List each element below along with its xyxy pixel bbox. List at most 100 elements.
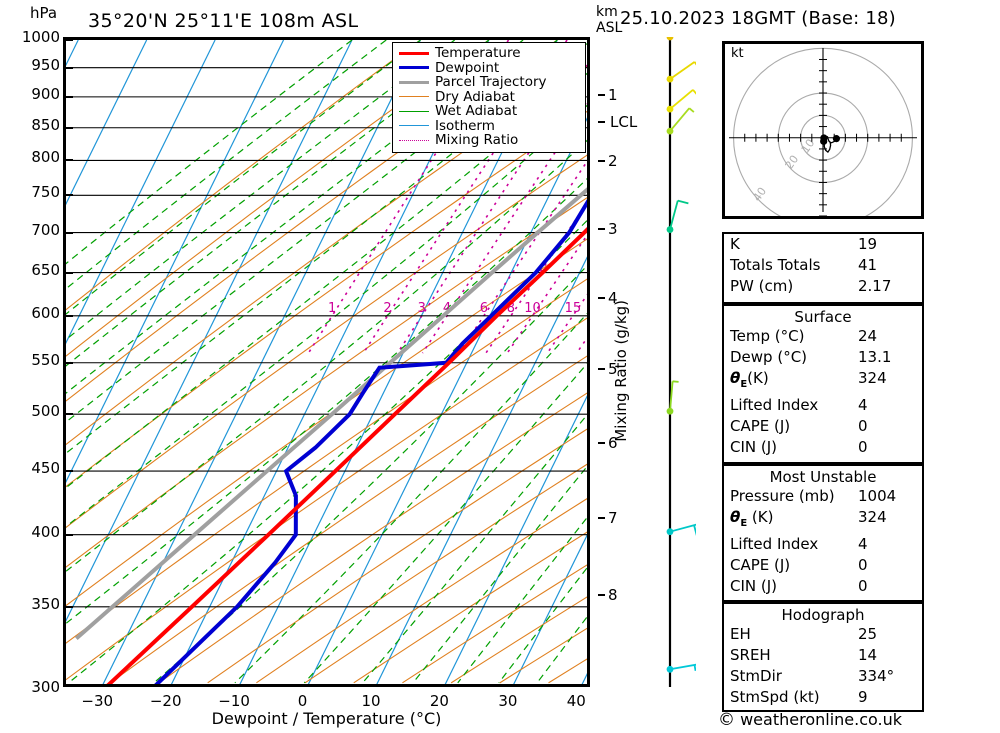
most-unstable-panel: Most Unstable Pressure (mb) 1004 θE (K) 324 L…: [722, 464, 924, 602]
data-row-label-text: (K): [747, 369, 769, 387]
dry-adiabat-line: [66, 110, 587, 488]
dry-adiabat-line: [66, 40, 421, 311]
legend-swatch: [399, 80, 429, 84]
wet-adiabat-line: [66, 178, 587, 625]
data-row: StmDir 334°: [724, 666, 922, 687]
data-row-label: K: [730, 235, 740, 253]
pressure-tick-label: 550: [31, 350, 60, 369]
data-row: SREH 14: [724, 645, 922, 666]
legend-item: Dewpoint: [397, 61, 581, 76]
legend-item: Wet Adiabat: [397, 104, 581, 119]
isotherm-line: [513, 534, 587, 684]
pressure-tick-label: 900: [31, 84, 60, 103]
mixing-ratio-label: 3: [418, 301, 426, 316]
data-row: PW (cm) 2.17: [724, 276, 922, 297]
data-row-label: StmSpd (kt): [730, 688, 820, 706]
wet-adiabat-line: [66, 40, 353, 265]
pressure-tick: [66, 470, 73, 473]
altitude-tick: [598, 368, 605, 371]
panel-heading: Most Unstable: [769, 468, 877, 486]
isotherm-line: [376, 256, 587, 684]
isotherm-line: [66, 40, 353, 622]
legend-swatch: [399, 125, 429, 127]
pressure-tick: [66, 194, 73, 197]
legend-item: Dry Adiabat: [397, 90, 581, 105]
data-row: Pressure (mb) 1004: [724, 486, 922, 507]
altitude-tick-label: 1: [608, 85, 618, 104]
pressure-tick: [66, 231, 73, 234]
altitude-tick-label: 8: [608, 585, 618, 604]
data-row-label: PW (cm): [730, 277, 794, 295]
wind-barb: [666, 380, 679, 415]
station-title: 35°20'N 25°11'E 108m ASL: [88, 10, 359, 32]
legend-item: Isotherm: [397, 119, 581, 134]
legend-label: Dewpoint: [435, 59, 500, 76]
theta-e-symbol: θE: [730, 369, 748, 390]
wet-adiabat-line: [412, 465, 587, 684]
pressure-tick: [66, 605, 73, 608]
data-row-value: 41: [858, 256, 878, 274]
data-row: Lifted Index 4: [724, 534, 922, 555]
data-row: K 19: [724, 234, 922, 255]
altitude-tick: [598, 159, 605, 162]
pressure-tick: [66, 533, 73, 536]
isotherm-line: [66, 40, 285, 483]
data-row: CIN (J) 0: [724, 576, 922, 597]
mixing-ratio-label: 1: [328, 301, 336, 316]
chart-legend: Temperature Dewpoint Parcel Trajectory Dry …: [392, 42, 586, 153]
pressure-tick: [66, 40, 73, 41]
temperature-tick-label: −20: [149, 692, 182, 710]
isotherm-line: [66, 40, 148, 206]
data-row-value: 4: [858, 535, 868, 553]
data-row-label: θE (K): [730, 507, 858, 534]
temperature-tick-label: 20: [429, 692, 449, 710]
data-row-label: CIN (J): [730, 438, 778, 456]
hodograph-marker: [820, 137, 828, 145]
data-row-value: 1004: [858, 487, 897, 505]
wind-barb: [666, 21, 703, 41]
wet-adiabat-line: [66, 139, 587, 572]
legend-item: Parcel Trajectory: [397, 75, 581, 90]
temperature-tick-label: 0: [297, 692, 308, 710]
pressure-tick: [66, 413, 73, 416]
pressure-tick-label: 600: [31, 303, 60, 322]
altitude-unit-label: km: [596, 4, 618, 20]
data-row: θE(K) 324: [724, 368, 922, 395]
forecast-datetime: 25.10.2023 18GMT (Base: 18): [620, 8, 896, 29]
data-row-value: 0: [858, 577, 868, 595]
lcl-label: LCL: [610, 112, 638, 131]
panel-heading: Hodograph: [781, 606, 865, 624]
wet-adiabat-line: [68, 219, 587, 684]
hodograph-ring-label: 40: [750, 185, 769, 204]
dry-adiabat-line: [66, 197, 587, 568]
data-row-value: 19: [858, 235, 878, 253]
data-row-value: 324: [858, 508, 887, 526]
data-row-value: 24: [858, 327, 878, 345]
wind-barb: [666, 107, 695, 135]
pressure-tick: [66, 271, 73, 274]
data-row: Totals Totals 41: [724, 255, 922, 276]
isotherm-line: [66, 40, 216, 345]
altitude-tick-label: 5: [608, 360, 618, 379]
wet-adiabat-line: [66, 40, 421, 315]
data-row-label: CAPE (J): [730, 556, 791, 574]
data-row: Dewp (°C) 13.1: [724, 347, 922, 368]
pressure-tick-label: 950: [31, 55, 60, 74]
legend-swatch: [399, 51, 429, 55]
data-row-label: Dewp (°C): [730, 348, 808, 366]
data-row-label: θE(K): [730, 368, 858, 395]
pressure-tick-label: 850: [31, 115, 60, 134]
legend-swatch: [399, 66, 429, 70]
dewpoint-curve: [154, 199, 587, 684]
temperature-tick-label: 30: [498, 692, 518, 710]
temperature-axis: −30 −20 −10 0 10 20 30 40: [63, 690, 590, 712]
data-row-value: 324: [858, 369, 887, 387]
data-row-value: 4: [858, 396, 868, 414]
pressure-tick: [66, 95, 73, 98]
hodograph-ring-label: 10: [799, 137, 818, 156]
altitude-tick: [598, 441, 605, 444]
data-row-value: 0: [858, 438, 868, 456]
isotherm-line: [444, 395, 587, 684]
data-row-label: Pressure (mb): [730, 487, 835, 505]
